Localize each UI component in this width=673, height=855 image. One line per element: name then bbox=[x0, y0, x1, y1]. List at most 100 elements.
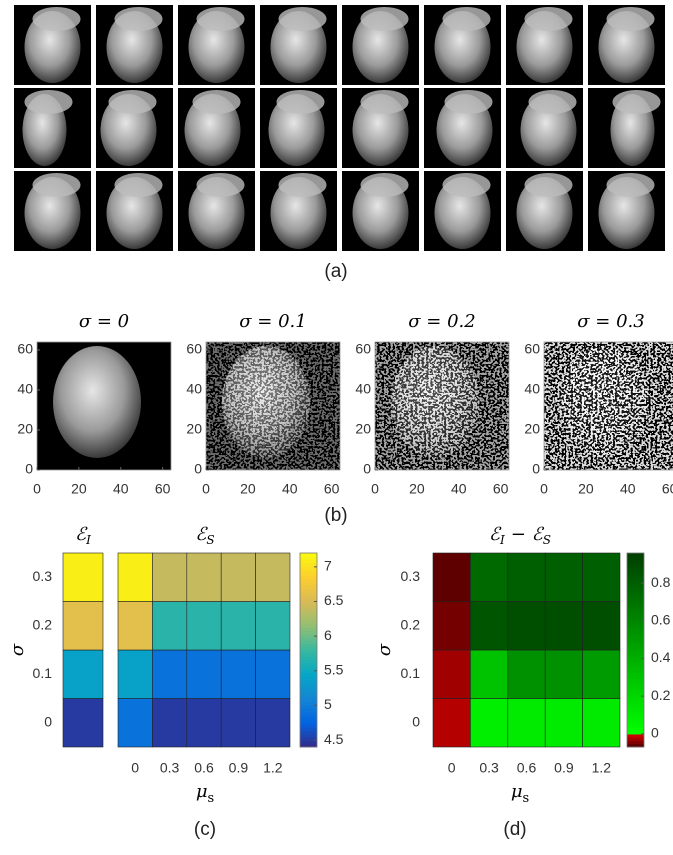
colorbar-segment bbox=[300, 743, 317, 748]
colorbar-segment bbox=[300, 679, 317, 683]
y-axis-label: σ bbox=[374, 643, 395, 656]
colorbar-segment bbox=[627, 637, 644, 641]
colorbar-segment bbox=[627, 740, 644, 745]
x-tick-label: 40 bbox=[113, 481, 129, 497]
hair bbox=[444, 90, 493, 114]
panel-title: σ = 0.1 bbox=[239, 311, 306, 332]
colorbar-segment bbox=[300, 730, 317, 735]
panel-label: (c) bbox=[194, 819, 216, 840]
colorbar-segment bbox=[627, 721, 644, 725]
colorbar-segment bbox=[300, 662, 317, 667]
x-tick-label: 0 bbox=[131, 760, 139, 776]
colorbar-segment bbox=[627, 607, 644, 612]
hair bbox=[192, 90, 241, 114]
colorbar-segment bbox=[300, 656, 317, 661]
heatmap-cell bbox=[220, 552, 256, 602]
colorbar-segment bbox=[627, 672, 644, 677]
y-tick-label: 60 bbox=[355, 341, 371, 357]
colorbar-segment bbox=[300, 724, 317, 728]
heatmap-title: ℰI − ℰS bbox=[489, 524, 551, 547]
colorbar-segment bbox=[300, 624, 317, 628]
x-tick-label: 1.2 bbox=[592, 760, 612, 776]
colorbar-segment bbox=[300, 556, 317, 560]
panel-title: σ = 0.2 bbox=[408, 311, 475, 332]
colorbar-segment bbox=[300, 630, 317, 635]
axes-frame bbox=[36, 341, 172, 471]
y-tick-label: 0 bbox=[412, 713, 420, 729]
heatmap-cell bbox=[220, 649, 256, 699]
x-tick-label: 0 bbox=[202, 481, 210, 497]
y-tick-label: 0.1 bbox=[401, 665, 421, 681]
colorbar-tick-label: 6.5 bbox=[324, 592, 344, 608]
hair bbox=[360, 7, 409, 31]
colorbar-segment bbox=[300, 569, 317, 573]
title-symbol: ℰ bbox=[195, 524, 208, 545]
heatmap-cell bbox=[582, 698, 621, 748]
y-tick-label: 60 bbox=[524, 341, 540, 357]
colorbar-segment bbox=[627, 633, 644, 638]
colorbar-tick-label: 5.5 bbox=[324, 661, 344, 677]
heatmap-cell bbox=[220, 601, 256, 651]
title-symbol: ℰ bbox=[75, 524, 88, 545]
heatmap-cell bbox=[432, 649, 471, 699]
title-symbol: ℰ bbox=[532, 524, 545, 545]
heatmap-cell bbox=[544, 601, 583, 651]
x-tick-label: 0.6 bbox=[194, 760, 214, 776]
heatmap-cell bbox=[432, 601, 471, 651]
colorbar-segment bbox=[627, 714, 644, 719]
colorbar-segment bbox=[627, 572, 644, 577]
colorbar-segment bbox=[627, 692, 644, 696]
y-tick-label: 0 bbox=[25, 461, 33, 477]
colorbar-segment bbox=[300, 627, 317, 631]
colorbar-segment bbox=[300, 620, 317, 625]
colorbar-segment bbox=[627, 611, 644, 615]
colorbar-segment bbox=[300, 601, 317, 606]
title-sub: I bbox=[499, 533, 505, 547]
heatmap-cell bbox=[62, 698, 104, 748]
heatmap-cell bbox=[470, 698, 509, 748]
x-tick-label: 0.3 bbox=[479, 760, 499, 776]
colorbar-segment bbox=[627, 701, 644, 706]
colorbar-segment bbox=[300, 734, 317, 738]
colorbar-segment bbox=[627, 575, 644, 580]
y-tick-label: 40 bbox=[17, 381, 33, 397]
label-symbol: μ bbox=[196, 781, 208, 802]
x-axis-label: μs bbox=[511, 781, 529, 806]
heatmap-cell bbox=[186, 698, 222, 748]
colorbar-segment bbox=[300, 650, 317, 654]
x-tick-label: 0.9 bbox=[229, 760, 249, 776]
title-sub: I bbox=[85, 533, 91, 547]
y-tick-label: 20 bbox=[17, 421, 33, 437]
y-tick-label: 0 bbox=[363, 461, 371, 477]
x-tick-label: 20 bbox=[409, 481, 425, 497]
heatmap-title: ℰS bbox=[195, 524, 214, 547]
title-symbol: ℰ bbox=[489, 524, 502, 545]
colorbar-segment bbox=[300, 675, 317, 680]
panel-title: σ = 0 bbox=[79, 311, 129, 332]
colorbar-segment bbox=[300, 711, 317, 716]
colorbar-segment bbox=[300, 740, 317, 745]
hair bbox=[196, 173, 245, 197]
hair bbox=[24, 90, 73, 114]
colorbar-segment bbox=[300, 695, 317, 699]
heatmap-cell bbox=[507, 649, 546, 699]
colorbar-segment bbox=[300, 637, 317, 641]
colorbar-segment bbox=[627, 656, 644, 661]
y-tick-label: 40 bbox=[355, 381, 371, 397]
heatmap-cell bbox=[152, 601, 188, 651]
colorbar-segment bbox=[300, 685, 317, 690]
colorbar-segment bbox=[627, 562, 644, 567]
hair bbox=[524, 7, 573, 31]
colorbar-segment bbox=[627, 685, 644, 690]
x-tick-label: 0.6 bbox=[517, 760, 537, 776]
colorbar-segment bbox=[300, 559, 317, 564]
colorbar-segment bbox=[627, 630, 644, 635]
colorbar-segment bbox=[627, 627, 644, 631]
x-tick-label: 60 bbox=[155, 481, 171, 497]
label-symbol: μ bbox=[511, 781, 523, 802]
panel-label: (d) bbox=[503, 819, 526, 840]
hair bbox=[360, 90, 409, 114]
colorbar-segment bbox=[300, 653, 317, 657]
x-tick-label: 0.3 bbox=[160, 760, 180, 776]
y-tick-label: 0 bbox=[194, 461, 202, 477]
